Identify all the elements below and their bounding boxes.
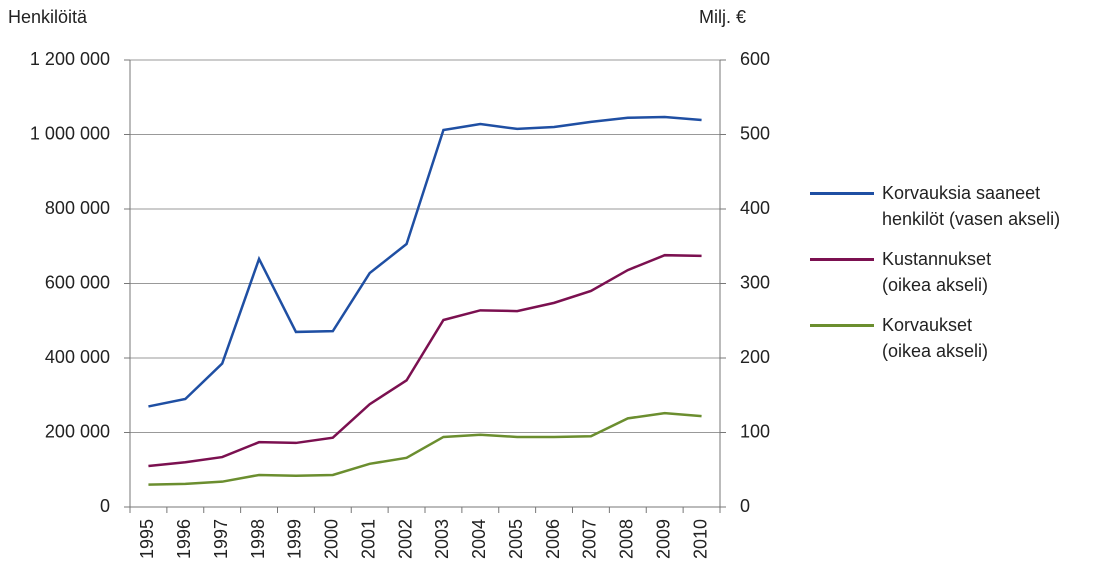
legend-label: Kustannukset (oikea akseli) [882,249,992,295]
x-tick-label: 2007 [580,519,600,559]
legend-label: Korvauksia saaneet henkilöt (vasen aksel… [882,183,1061,229]
y-tick-label: 200 000 [45,421,110,441]
x-tick-label: 1995 [137,519,157,559]
y2-tick-label: 100 [740,421,770,441]
y2-axis-title: Milj. € [699,7,746,27]
legend: Korvauksia saaneet henkilöt (vasen aksel… [810,180,1106,378]
y2-tick-label: 600 [740,49,770,69]
y-tick-label: 1 200 000 [30,49,110,69]
x-tick-label: 1998 [248,519,268,559]
y-axis-title: Henkilöitä [8,7,88,27]
x-tick-label: 2009 [653,519,673,559]
x-tick-label: 2006 [543,519,563,559]
y-tick-label: 1 000 000 [30,123,110,143]
x-tick-label: 1997 [211,519,231,559]
x-tick-label: 2004 [469,519,489,559]
legend-swatch [810,258,874,261]
x-tick-label: 2002 [395,519,415,559]
y2-tick-label: 200 [740,347,770,367]
y-tick-label: 800 000 [45,198,110,218]
legend-item: Korvaukset (oikea akseli) [810,312,1106,364]
legend-swatch [810,324,874,327]
legend-label: Korvaukset (oikea akseli) [882,315,989,361]
series-line [148,115,702,408]
x-tick-label: 1999 [285,519,305,559]
series-line [148,411,702,486]
x-tick-label: 2008 [617,519,637,559]
y-tick-label: 600 000 [45,272,110,292]
y2-tick-label: 300 [740,272,770,292]
y2-tick-label: 400 [740,198,770,218]
x-tick-label: 2005 [506,519,526,559]
x-tick-label: 1996 [174,519,194,559]
series-line [148,253,702,468]
legend-item: Kustannukset (oikea akseli) [810,246,1106,298]
y2-tick-label: 500 [740,123,770,143]
legend-item: Korvauksia saaneet henkilöt (vasen aksel… [810,180,1106,232]
x-tick-label: 2000 [322,519,342,559]
x-tick-label: 2003 [432,519,452,559]
x-tick-label: 2010 [690,519,710,559]
x-tick-label: 2001 [358,519,378,559]
y-tick-label: 400 000 [45,347,110,367]
legend-swatch [810,192,874,195]
y-tick-label: 0 [100,496,110,516]
y2-tick-label: 0 [740,496,750,516]
